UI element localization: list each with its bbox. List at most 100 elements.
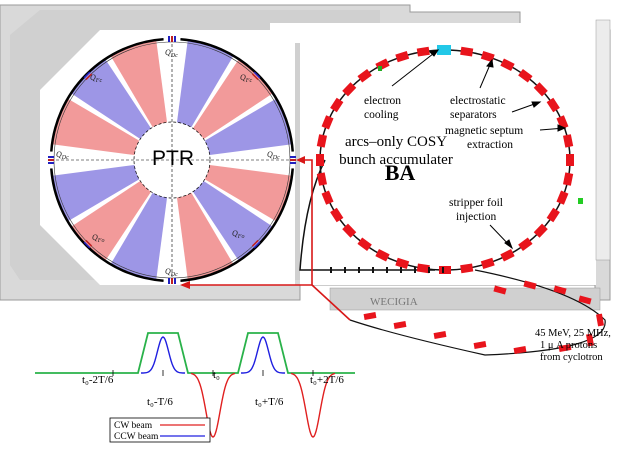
ptr-quad-magnet bbox=[253, 71, 261, 79]
ptr-dipole-wedge bbox=[176, 40, 234, 128]
tick-label-t0: t₀ bbox=[213, 369, 220, 381]
ba-transfer-magnet bbox=[363, 312, 377, 320]
source-label-1: 45 MeV, 25 MHz, bbox=[535, 328, 611, 339]
electron-cooling-label-2: cooling bbox=[364, 109, 399, 121]
ptr-dipole-wedge bbox=[192, 59, 273, 140]
ptr-quad-label-sub: Fc bbox=[245, 78, 253, 84]
ptr-quad-magnet bbox=[48, 162, 54, 164]
ptr-quad-magnet bbox=[290, 156, 296, 158]
ptr-quad-magnet bbox=[83, 241, 91, 249]
ba-caption-line1: arcs–only COSY bbox=[345, 134, 447, 150]
ptr-dipole-wedge bbox=[71, 180, 152, 261]
ptr-quad-magnet bbox=[168, 278, 170, 284]
ptr-dipole-wedge bbox=[71, 59, 152, 140]
ba-quadrupole bbox=[428, 267, 430, 273]
ba-transfer-magnet bbox=[393, 321, 407, 329]
ptr-quad-magnet bbox=[251, 239, 259, 247]
ba-diagnostic bbox=[378, 66, 382, 71]
ptr-quad-label: QDc bbox=[165, 267, 178, 278]
ptr-quad-magnet bbox=[85, 73, 93, 81]
ba-transfer-magnet bbox=[493, 285, 507, 295]
ba-quadrupole bbox=[372, 267, 374, 273]
ba-dipole-magnet bbox=[563, 134, 574, 148]
ba-dipole-magnet bbox=[416, 263, 430, 274]
septum-label-1: magnetic septum bbox=[445, 125, 523, 137]
ba-dipole-magnet bbox=[342, 82, 357, 97]
ba-quadrupole bbox=[358, 267, 360, 273]
ba-transfer-magnet bbox=[513, 346, 527, 354]
ptr-ring: QDc QDc QDc QDc QFc QFc QFo QFo bbox=[48, 36, 296, 284]
ba-dipole-magnet bbox=[480, 50, 495, 63]
ba-quadrupole bbox=[386, 267, 388, 273]
ba-transfer-magnet bbox=[578, 295, 592, 305]
ptr-quad-magnet bbox=[85, 239, 93, 247]
ba-quadrupole bbox=[344, 267, 346, 273]
separators-label-1: electrostatic bbox=[450, 95, 506, 107]
ptr-quad-label-sub: Dc bbox=[272, 155, 280, 161]
stripper-label-2: injection bbox=[456, 211, 496, 223]
ba-dipole-magnet bbox=[500, 58, 515, 72]
ptr-dipole-wedge bbox=[52, 98, 140, 156]
ccw-bunch-line bbox=[241, 336, 285, 374]
ba-transfer-magnet bbox=[433, 331, 447, 339]
transfer-arrow-head bbox=[180, 281, 190, 289]
ba-dipole-magnet bbox=[566, 154, 574, 166]
ptr-quad-label: QDc bbox=[56, 150, 69, 161]
ptr-dipole-wedge bbox=[110, 40, 168, 128]
ba-dipole-magnet bbox=[316, 154, 324, 166]
ptr-dipole-wedge bbox=[204, 98, 292, 156]
ba-transfer-magnet bbox=[523, 280, 537, 290]
stripper-label-1: stripper foil bbox=[449, 197, 503, 209]
ba-dipole-magnet bbox=[321, 190, 334, 205]
ba-dipole-magnet bbox=[439, 266, 451, 274]
ba-quadrupole bbox=[414, 267, 416, 273]
source-label-2: 1 μ A protons bbox=[540, 340, 597, 351]
tick-label-t0-minus-t6: t₀-T/6 bbox=[147, 396, 173, 408]
ptr-quad-magnet bbox=[253, 241, 261, 249]
ptr-quadrupole bbox=[83, 71, 93, 81]
ptr-quad-magnet bbox=[171, 278, 173, 284]
ptr-quad-magnet bbox=[83, 71, 91, 79]
ba-dipole-magnet bbox=[518, 237, 533, 252]
ptr-quadrupole bbox=[168, 278, 176, 284]
ptr-quad-label: QFo bbox=[232, 229, 244, 240]
ptr-dipole-wedge bbox=[52, 164, 140, 222]
ptr-quad-label-sub: Dc bbox=[61, 155, 69, 161]
ba-dipole-magnet bbox=[316, 134, 327, 148]
source-label-3: from cyclotron bbox=[540, 352, 603, 363]
ba-dipole-magnet bbox=[375, 248, 390, 262]
ptr-quadrupole bbox=[290, 156, 296, 164]
ptr-quadrupole bbox=[251, 71, 261, 81]
ptr-quad-label-sub: Dc bbox=[170, 53, 178, 59]
ba-dipole-magnet bbox=[395, 257, 410, 270]
ptr-quad-magnet bbox=[290, 162, 296, 164]
ba-dipole-magnet bbox=[500, 248, 515, 262]
ba-quadrupole bbox=[330, 267, 332, 273]
ptr-quad-magnet bbox=[48, 156, 54, 158]
ba-dipole-magnet bbox=[556, 115, 569, 130]
ptr-quad-label: QFc bbox=[240, 73, 252, 84]
ba-transfer-magnet bbox=[586, 333, 594, 347]
transfer-arrow-head bbox=[296, 156, 305, 164]
cw-envelope-line bbox=[35, 332, 355, 374]
timing-legend: CW beam CCW beam bbox=[109, 417, 211, 443]
ba-dipole-magnet bbox=[330, 97, 344, 113]
ba-electron-cooler bbox=[437, 45, 451, 55]
ptr-quad-label: QFc bbox=[90, 73, 102, 84]
ptr-dipole-wedge bbox=[110, 192, 168, 280]
ptr-quad-label: QDc bbox=[267, 150, 280, 161]
ba-dipole-magnet bbox=[480, 257, 495, 270]
ptr-quad-label-sub: Fc bbox=[95, 78, 103, 84]
ptr-quad-magnet bbox=[251, 73, 259, 81]
ptr-quad-label: QFo bbox=[92, 233, 104, 244]
ba-transfer-magnet bbox=[473, 341, 487, 349]
ptr-quad-label-sub: Fo bbox=[97, 238, 105, 244]
separators-label-2: separators bbox=[450, 109, 497, 121]
ccw-bunch-line bbox=[141, 336, 185, 374]
ba-dipole-magnet bbox=[546, 207, 560, 223]
ptr-quadrupole bbox=[168, 36, 176, 42]
ptr-quad-magnet bbox=[171, 36, 173, 42]
ptr-dipole-wedge bbox=[176, 192, 234, 280]
ba-dipole-magnet bbox=[357, 237, 372, 252]
